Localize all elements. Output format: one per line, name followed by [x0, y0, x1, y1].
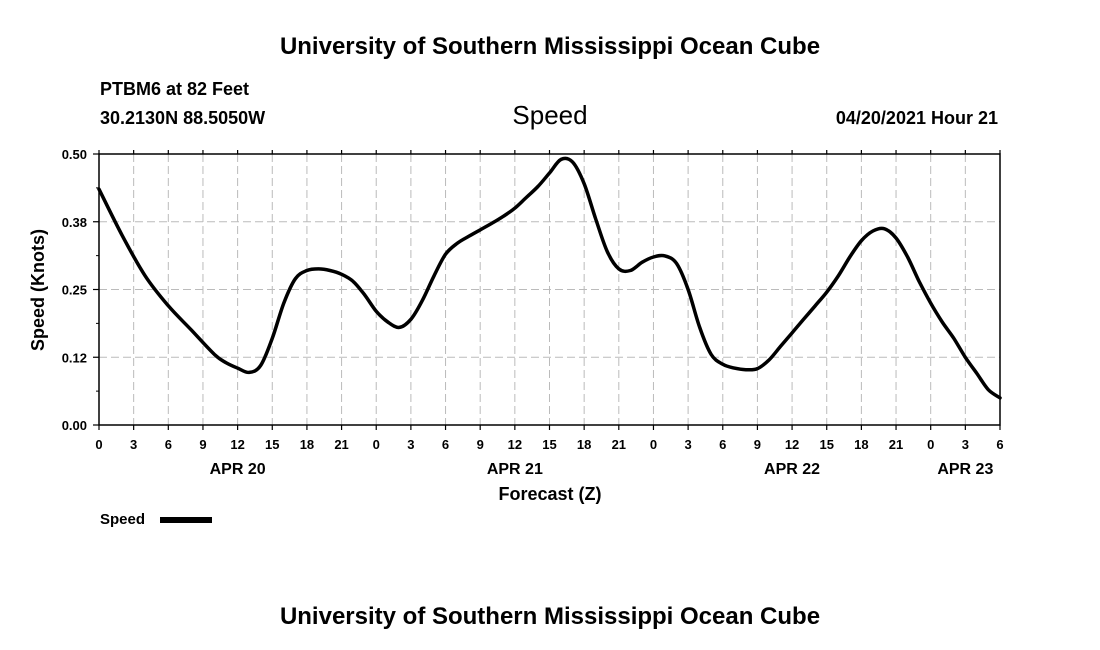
x-tick-label: 18	[300, 437, 314, 452]
x-tick-label: 3	[962, 437, 969, 452]
y-axis-label: Speed (Knots)	[28, 229, 48, 351]
variable-title: Speed	[512, 100, 587, 130]
footer-title: University of Southern Mississippi Ocean…	[280, 603, 820, 630]
x-tick-label: 18	[854, 437, 868, 452]
x-tick-label: 9	[754, 437, 761, 452]
date-label: APR 20	[210, 461, 266, 478]
x-tick-label: 21	[334, 437, 348, 452]
x-tick-label: 12	[508, 437, 522, 452]
date-labels: APR 20 APR 21 APR 22 APR 23	[210, 461, 994, 478]
date-label: APR 23	[937, 461, 993, 478]
x-tick-label: 18	[577, 437, 591, 452]
y-tick-label: 0.50	[62, 147, 87, 162]
x-tick-label: 15	[265, 437, 279, 452]
x-tick-label: 21	[612, 437, 626, 452]
axis-ticks	[93, 150, 1001, 430]
page-title: University of Southern Mississippi Ocean…	[280, 33, 820, 60]
x-tick-label: 6	[719, 437, 726, 452]
y-tick-label: 0.12	[62, 350, 87, 365]
x-tick-label: 3	[684, 437, 691, 452]
x-tick-label: 9	[477, 437, 484, 452]
y-tick-label: 0.00	[62, 418, 87, 433]
station-name: PTBM6 at 82 Feet	[100, 79, 249, 99]
y-tick-label: 0.38	[62, 215, 87, 230]
y-tick-labels: 0.00 0.12 0.25 0.38 0.50	[62, 147, 87, 433]
x-tick-label: 6	[996, 437, 1003, 452]
x-tick-label: 3	[130, 437, 137, 452]
date-label: APR 21	[487, 461, 543, 478]
date-label: APR 22	[764, 461, 820, 478]
legend: Speed	[100, 511, 212, 528]
legend-label: Speed	[100, 511, 145, 528]
x-tick-label: 21	[889, 437, 903, 452]
grid-lines	[99, 154, 1000, 425]
forecast-timestamp: 04/20/2021 Hour 21	[836, 108, 998, 128]
x-tick-label: 0	[650, 437, 657, 452]
x-axis-label: Forecast (Z)	[498, 484, 601, 504]
x-tick-labels: 0 3 6 9 12 15 18 21 0 3 6 9 12 15 18 21 0 3 6 9 12 15 18 21 0 3 6	[95, 437, 1003, 452]
x-tick-label: 0	[373, 437, 380, 452]
x-tick-label: 12	[230, 437, 244, 452]
speed-series-line	[97, 156, 1002, 400]
x-tick-label: 0	[927, 437, 934, 452]
x-tick-label: 6	[165, 437, 172, 452]
x-tick-label: 3	[407, 437, 414, 452]
x-tick-label: 6	[442, 437, 449, 452]
y-tick-label: 0.25	[62, 283, 87, 298]
x-tick-label: 9	[199, 437, 206, 452]
x-tick-label: 12	[785, 437, 799, 452]
x-tick-label: 0	[95, 437, 102, 452]
station-coordinates: 30.2130N 88.5050W	[100, 108, 265, 128]
x-tick-label: 15	[542, 437, 556, 452]
x-tick-label: 15	[819, 437, 833, 452]
